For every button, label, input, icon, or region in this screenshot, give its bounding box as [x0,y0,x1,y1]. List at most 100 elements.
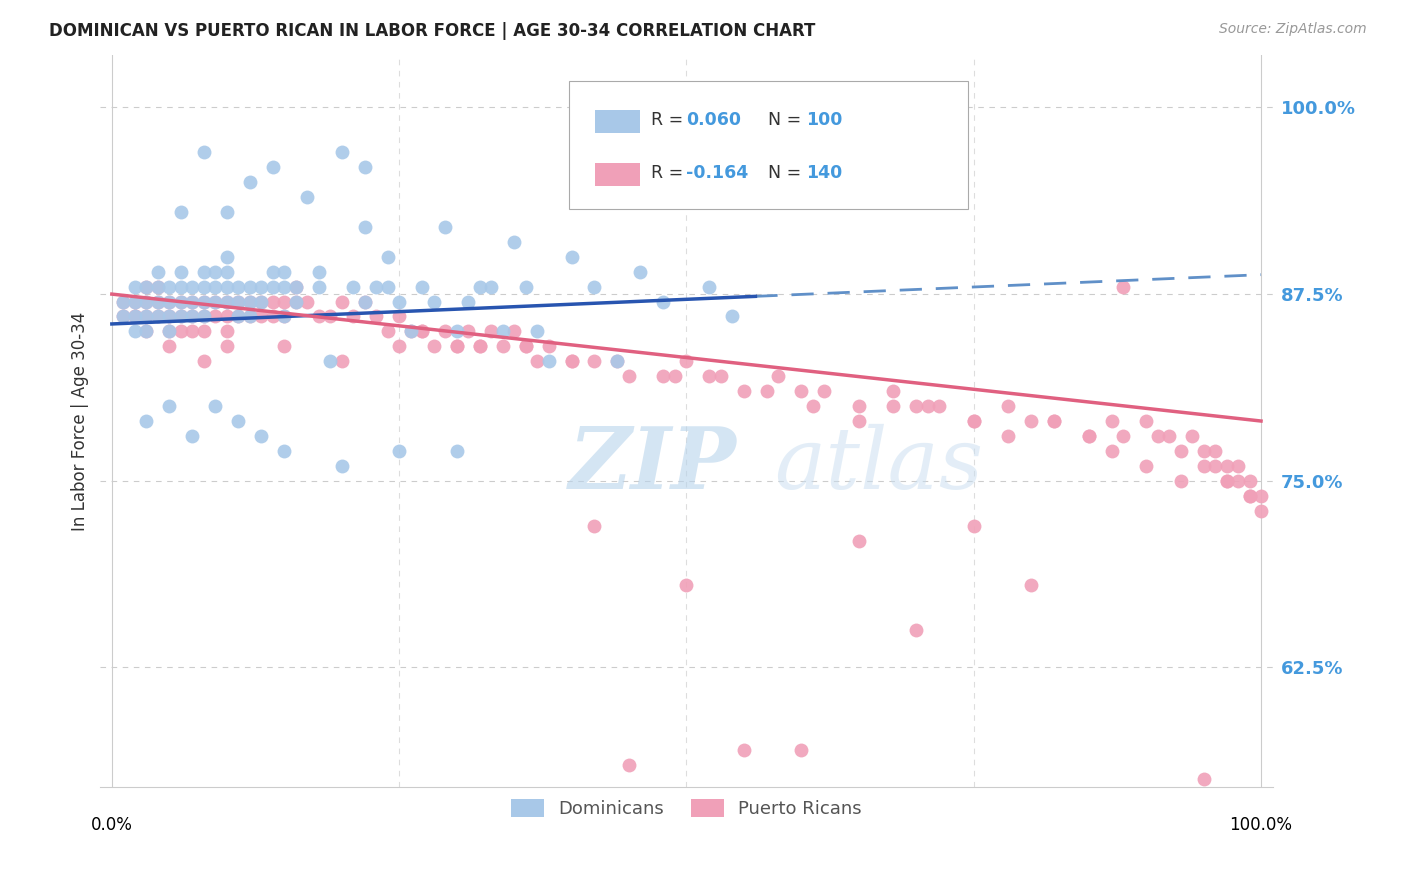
Point [997,399,1019,413]
Point [239,294,262,309]
Point [377,279,399,293]
Point [479,279,502,293]
Point [963,414,986,428]
Point [699,369,721,384]
Point [342,310,364,324]
Point [1181,429,1204,443]
Point [124,310,146,324]
Point [1135,458,1157,473]
Point [353,294,375,309]
Point [1250,489,1272,503]
Point [721,310,744,324]
Point [204,294,226,309]
Point [755,384,778,399]
Point [135,325,157,339]
Point [157,399,180,413]
Point [146,310,169,324]
Point [583,279,606,293]
Point [226,310,249,324]
Text: 0.060: 0.060 [686,111,741,128]
Point [560,354,582,368]
Text: R =: R = [651,111,689,128]
Point [157,310,180,324]
Point [491,339,513,353]
Point [135,414,157,428]
Point [295,190,318,204]
Point [388,294,411,309]
Point [215,265,238,279]
Point [399,325,422,339]
Point [710,369,733,384]
Point [112,310,135,324]
Point [262,279,284,293]
Point [226,294,249,309]
Point [1192,458,1215,473]
Point [239,294,262,309]
Point [353,219,375,234]
Text: ZIP: ZIP [569,423,737,507]
Point [157,339,180,353]
Point [1250,503,1272,517]
Point [330,354,353,368]
Point [170,310,193,324]
Point [273,265,295,279]
Point [882,399,904,413]
Point [170,294,193,309]
Point [284,279,307,293]
Point [1112,429,1135,443]
Text: R =: R = [651,164,689,182]
Point [652,369,675,384]
Point [1146,429,1168,443]
Point [606,354,628,368]
Point [284,294,307,309]
Point [928,399,950,413]
Point [170,265,193,279]
Point [215,279,238,293]
Point [181,294,204,309]
Point [675,354,697,368]
Point [434,219,457,234]
Point [146,279,169,293]
Point [308,265,330,279]
Point [411,279,433,293]
Point [239,279,262,293]
Point [963,414,986,428]
Point [446,443,468,458]
Point [193,279,215,293]
Point [135,294,157,309]
Point [1112,279,1135,293]
Point [181,279,204,293]
Point [135,279,157,293]
Point [181,325,204,339]
Point [330,145,353,160]
Point [560,354,582,368]
Point [273,339,295,353]
Point [997,429,1019,443]
Point [124,310,146,324]
Text: 140: 140 [806,164,842,182]
Point [1215,458,1237,473]
Point [768,369,790,384]
Point [733,742,755,756]
Point [963,518,986,533]
Point [124,310,146,324]
Point [330,294,353,309]
Point [733,384,755,399]
Point [157,310,180,324]
Point [366,310,388,324]
Text: atlas: atlas [775,424,983,507]
Point [226,310,249,324]
Point [215,294,238,309]
Text: 100: 100 [806,111,842,128]
Point [262,294,284,309]
Point [193,325,215,339]
Point [515,279,537,293]
Point [1239,489,1261,503]
Text: Source: ZipAtlas.com: Source: ZipAtlas.com [1219,22,1367,37]
Point [411,325,433,339]
Point [193,354,215,368]
Point [308,279,330,293]
Point [250,279,273,293]
Point [664,369,686,384]
Point [526,354,548,368]
